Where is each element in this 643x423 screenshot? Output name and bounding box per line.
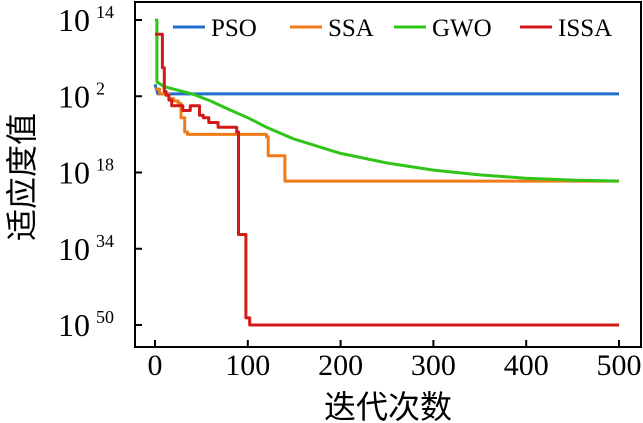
legend-label-pso: PSO — [211, 15, 257, 42]
y-tick-label-exponent: 14 — [96, 2, 114, 22]
y-tick-label-exponent: 50 — [96, 307, 114, 327]
legend: PSO SSA GWO ISSA — [173, 15, 612, 42]
y-tick-label-base: 10 — [58, 307, 90, 343]
series-line-gwo — [155, 18, 620, 183]
x-tick-label: 100 — [225, 349, 270, 382]
x-tick-label: 200 — [318, 349, 363, 382]
x-tick-label: 500 — [597, 349, 642, 382]
x-axis-label: 迭代次数 — [324, 389, 452, 423]
y-tick-label-base: 10 — [58, 78, 90, 114]
legend-label-ssa: SSA — [328, 15, 374, 42]
series-line-ssa — [155, 87, 619, 183]
y-tick-label-exponent: 2 — [96, 78, 105, 98]
x-tick-label: 300 — [411, 349, 456, 382]
y-axis-label: 适应度值 — [4, 113, 40, 241]
x-tick-label: 400 — [504, 349, 549, 382]
series-line-pso — [153, 83, 619, 96]
y-tick-label-exponent: 18 — [96, 155, 114, 175]
y-tick-label-exponent: 34 — [96, 231, 114, 251]
legend-label-gwo: GWO — [432, 15, 492, 42]
legend-label-issa: ISSA — [558, 15, 612, 42]
series-layer — [153, 18, 620, 327]
y-tick-label-base: 10 — [58, 2, 90, 38]
y-tick-label-base: 10 — [58, 155, 90, 191]
plot-frame — [134, 1, 642, 348]
y-tick-label-base: 10 — [58, 231, 90, 267]
series-line-issa — [155, 32, 619, 327]
tick-layer: 0 100 200 300 400 500 10 14 10 2 10 18 10 34 10 50 — [58, 2, 642, 382]
x-tick-label: 0 — [148, 349, 163, 382]
